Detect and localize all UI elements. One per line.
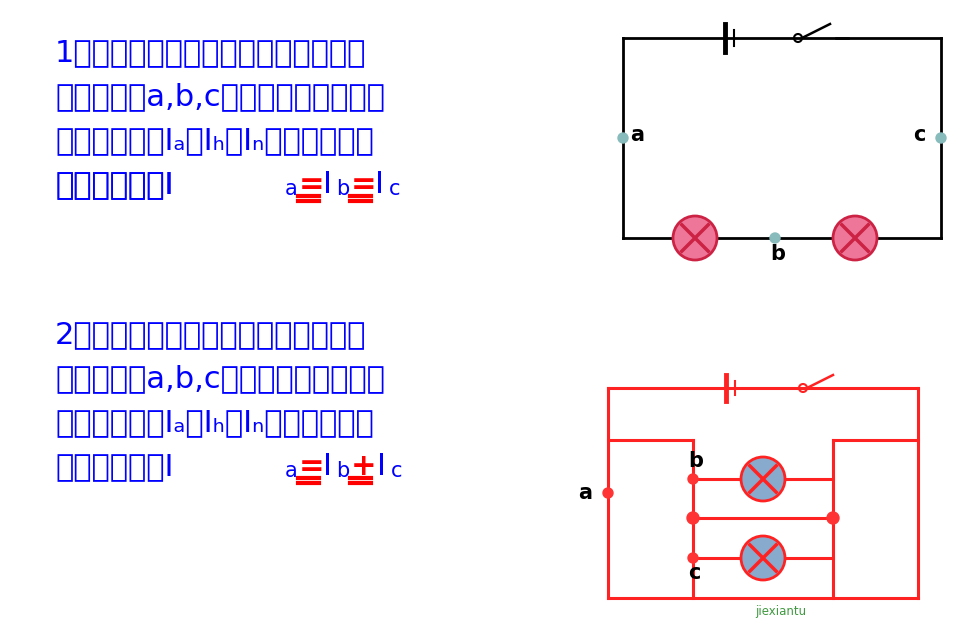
Circle shape <box>827 512 838 524</box>
Text: c: c <box>913 125 924 145</box>
Text: jiexiantu: jiexiantu <box>754 605 805 618</box>
Text: =: = <box>298 452 323 481</box>
Text: 之间的关系是I: 之间的关系是I <box>55 452 173 481</box>
Text: c: c <box>390 461 402 481</box>
Text: 分别连接在a,b,c处，闭合开关，测得: 分别连接在a,b,c处，闭合开关，测得 <box>55 364 385 393</box>
Text: =: = <box>298 170 323 199</box>
Text: b: b <box>336 179 350 199</box>
Circle shape <box>686 512 699 524</box>
Text: 1、如图所示，串联电路中，把电流表: 1、如图所示，串联电路中，把电流表 <box>55 38 366 67</box>
Text: +: + <box>350 452 376 481</box>
Circle shape <box>741 457 785 501</box>
Text: I: I <box>376 452 385 481</box>
Circle shape <box>935 133 945 143</box>
Text: =: = <box>350 170 376 199</box>
Text: b: b <box>336 461 350 481</box>
Text: 的电流分别为Iₐ、Iₕ、Iₙ，这三个电流: 的电流分别为Iₐ、Iₕ、Iₙ，这三个电流 <box>55 126 373 155</box>
Text: I: I <box>322 452 331 481</box>
Text: 2、如图所示，并联电路中，把电流表: 2、如图所示，并联电路中，把电流表 <box>55 320 366 349</box>
Circle shape <box>741 536 785 580</box>
Text: c: c <box>388 179 400 199</box>
Text: I: I <box>374 170 383 199</box>
Circle shape <box>617 133 627 143</box>
Text: I: I <box>322 170 331 199</box>
Text: c: c <box>687 563 700 583</box>
Circle shape <box>769 233 780 243</box>
Text: a: a <box>284 179 297 199</box>
Text: a: a <box>629 125 643 145</box>
Text: 之间的关系是I: 之间的关系是I <box>55 170 173 199</box>
Circle shape <box>603 488 613 498</box>
Text: a: a <box>284 461 297 481</box>
Text: 的电流分别为Iₐ、Iₕ、Iₙ，这三个电流: 的电流分别为Iₐ、Iₕ、Iₙ，这三个电流 <box>55 408 373 437</box>
Text: a: a <box>577 483 591 503</box>
Circle shape <box>832 216 876 260</box>
Circle shape <box>672 216 716 260</box>
Circle shape <box>687 553 698 563</box>
Text: 分别连接在a,b,c处，闭合开关，测得: 分别连接在a,b,c处，闭合开关，测得 <box>55 82 385 111</box>
Circle shape <box>687 474 698 484</box>
Text: b: b <box>687 451 702 471</box>
Text: 之间的关系是I: 之间的关系是I <box>55 170 173 199</box>
Text: b: b <box>769 244 785 264</box>
